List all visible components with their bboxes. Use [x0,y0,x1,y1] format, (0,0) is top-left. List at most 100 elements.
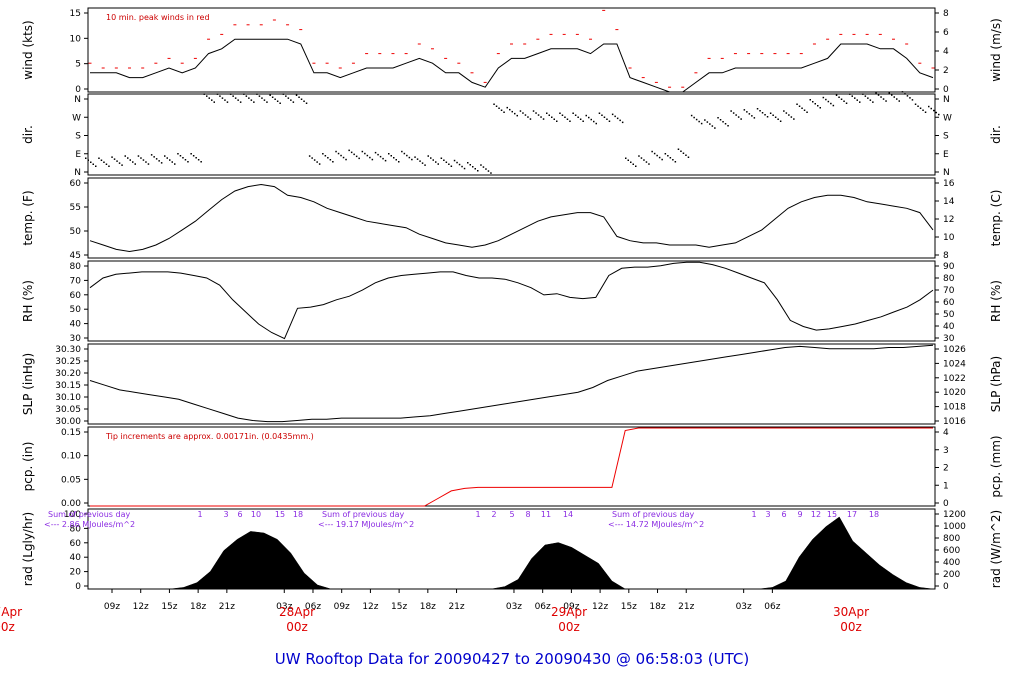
direction-point [461,165,463,168]
direction-point [506,106,508,109]
direction-point [540,116,542,118]
direction-point [898,100,900,102]
direction-point [851,95,853,97]
direction-point [933,109,935,112]
panel-frame [87,260,936,342]
direction-point [658,156,661,159]
left-axis-label: SLP (inHg) [21,353,35,415]
left-tick-label: 30.00 [55,417,81,427]
direction-point [877,94,880,96]
direction-point [709,123,711,125]
direction-point [495,105,498,107]
right-tick-label: 4 [943,47,949,57]
direction-point [680,150,682,152]
right-tick-label: 80 [943,274,955,284]
pcp-line [90,427,933,507]
direction-point [737,116,740,118]
wind-annotation: 10 min. peak winds in red [106,13,210,22]
direction-point [406,154,408,157]
hour-label: 14 [563,510,573,519]
direction-point [169,159,171,161]
direction-point [311,157,313,159]
right-tick-label: N [943,95,950,105]
direction-point [882,98,885,100]
x-tick-label: 12z [592,602,608,612]
day-date-label: 28Apr [279,605,315,619]
temp-line [89,183,934,253]
day-sum-line2: <--- 2.86 MJoules/m^2 [44,520,135,529]
direction-point [619,119,621,122]
rh-line [89,261,934,340]
direction-point [337,152,340,155]
day-hour-label: 00z [558,620,580,634]
direction-point [906,95,909,97]
direction-point [888,92,890,94]
direction-point [140,157,142,159]
right-tick-label: 1016 [943,417,966,427]
direction-point [377,153,379,156]
direction-point [730,110,732,112]
direction-point [611,113,614,116]
direction-point [909,97,911,99]
right-tick-label: 200 [943,570,960,580]
panel-wind: wind (kts) wind (m/s) 0 5 10 15 0 2 4 6 8 10 min. p… [21,7,1003,95]
right-axis-label: SLP (hPa) [989,356,1003,412]
direction-point [203,93,205,95]
direction-point [274,98,276,100]
direction-point [564,116,566,118]
day-date-label: 27Apr [0,605,22,619]
direction-point [514,112,516,115]
left-tick-label: W [72,113,81,123]
direction-point [664,153,667,155]
direction-point [345,158,347,161]
direction-point [864,95,867,97]
direction-point [632,163,634,165]
direction-point [329,159,332,161]
direction-point [290,99,292,101]
direction-point [574,114,577,116]
day-hour-label: 00z [286,620,308,634]
left-tick-label: 30.10 [55,393,81,403]
right-tick-label: 1200 [943,510,966,520]
right-tick-label: 600 [943,546,960,556]
day-date-label: 30Apr [833,605,869,619]
direction-point [914,103,917,105]
direction-point [674,161,677,163]
direction-point [253,101,255,103]
direction-point [817,105,819,107]
right-tick-label: 1026 [943,345,966,355]
direction-point [740,118,742,120]
direction-point [638,155,640,157]
direction-point [145,161,147,163]
direction-point [911,99,914,101]
direction-point [830,102,832,105]
direction-point [635,165,637,167]
direction-point [166,157,168,159]
direction-point [585,114,587,117]
direction-point [746,111,748,113]
direction-point [287,97,290,99]
direction-point [532,110,535,112]
direction-point [435,161,437,163]
direction-point [390,155,392,157]
direction-point [401,150,403,153]
hour-label: 15 [827,510,837,519]
left-tick-label: 30.30 [55,345,81,355]
direction-point [269,94,271,96]
left-tick-label: 0 [75,582,81,592]
left-tick-label: 50 [70,305,82,315]
radiation-area [90,516,934,590]
direction-point [798,105,801,107]
direction-point [875,92,877,94]
right-axis-label: RH (%) [989,280,1003,322]
x-tick-label: 15z [391,602,407,612]
direction-point [234,97,237,99]
hour-label: 6 [781,510,786,519]
direction-point [195,157,197,159]
direction-point [108,165,110,167]
left-tick-label: 0.15 [61,428,81,438]
right-tick-label: 2 [943,464,949,474]
direction-point [432,159,434,161]
direction-point [840,98,843,100]
direction-point [271,96,274,98]
